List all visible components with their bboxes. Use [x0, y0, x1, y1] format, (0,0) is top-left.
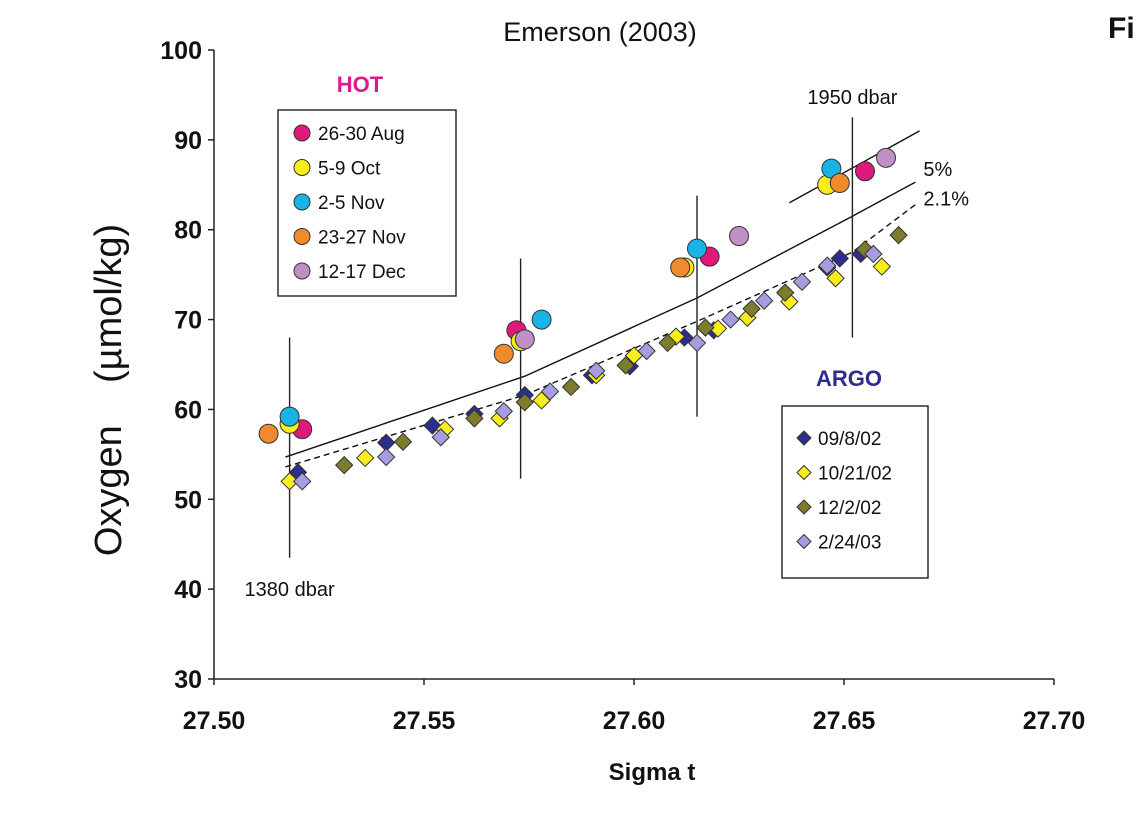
y-tick-label: 40: [174, 576, 202, 604]
fit-curve: [285, 204, 916, 468]
legend-argo-marker: [796, 533, 812, 550]
legend-hot-marker: [293, 124, 311, 142]
argo-points: [280, 225, 908, 491]
hot-point: [493, 343, 514, 364]
hot-point: [514, 329, 535, 350]
argo-point: [889, 225, 908, 245]
hot-point: [279, 406, 300, 427]
argo-point: [494, 402, 514, 421]
legend-hot-marker: [293, 193, 311, 211]
argo-point: [465, 409, 484, 428]
hot-point: [829, 172, 850, 193]
fit-curve: [789, 130, 920, 204]
chart-title: Emerson (2003): [503, 17, 697, 47]
argo-point: [687, 333, 707, 353]
argo-point: [792, 272, 812, 292]
ticks: 30 40 50 60 70 80 90 100 27.50 27.55 27.60 27.65 27.…: [160, 37, 1085, 735]
y-tick-label: 60: [174, 396, 202, 424]
y-tick-label: 30: [174, 666, 202, 694]
argo-point: [561, 377, 581, 397]
argo-point: [775, 283, 795, 302]
corner-text: Fi: [1108, 12, 1135, 45]
argo-point: [826, 269, 845, 288]
argo-point: [721, 310, 740, 329]
argo-point: [515, 393, 535, 412]
argo-point: [616, 356, 635, 375]
argo-point: [334, 455, 354, 475]
legend-hot: HOT 26-30 Aug 5-9 Oct 2-5 Nov 23-27 Nov 12-17…: [277, 72, 457, 297]
legend-argo-label: 09/8/02: [818, 429, 881, 450]
argo-point: [431, 428, 451, 447]
argo-point: [817, 256, 837, 275]
legend-argo-label: 2/24/03: [818, 533, 881, 554]
argo-point: [864, 244, 883, 264]
legend-hot-marker: [293, 262, 311, 280]
legend-argo-title: ARGO: [816, 366, 882, 391]
legend-hot-marker: [293, 228, 311, 245]
argo-point: [872, 257, 892, 276]
x-tick-label: 27.50: [183, 707, 246, 735]
y-axis-label: Oxygen (µmol/kg): [88, 224, 130, 556]
y-tick-label: 100: [160, 37, 202, 65]
hot-point: [729, 226, 749, 247]
hot-point: [670, 257, 691, 278]
hot-point: [855, 161, 875, 182]
hot-points: [258, 147, 896, 444]
argo-point: [754, 291, 774, 310]
y-tick-label: 90: [174, 127, 202, 155]
argo-point: [658, 333, 677, 353]
annotation: 1950 dbar: [807, 87, 897, 109]
legend-argo-label: 10/21/02: [818, 464, 892, 485]
argo-point: [292, 472, 312, 491]
y-tick-label: 50: [174, 486, 202, 514]
argo-point: [696, 318, 715, 337]
argo-point: [637, 341, 656, 361]
y-tick-label: 70: [174, 307, 202, 335]
legend-argo-marker: [796, 430, 812, 446]
argo-point: [280, 472, 299, 491]
x-axis-label: Sigma t: [609, 759, 696, 786]
annotation: 1380 dbar: [245, 579, 335, 601]
legend-hot-label: 23-27 Nov: [318, 228, 406, 249]
hot-point: [687, 238, 707, 259]
x-tick-label: 27.55: [393, 707, 456, 735]
argo-point: [393, 432, 413, 451]
legend-argo-label: 12/2/02: [818, 498, 881, 519]
legend-hot-label: 12-17 Dec: [318, 262, 406, 283]
legend-argo-marker: [796, 499, 812, 515]
x-tick-label: 27.60: [603, 707, 666, 735]
x-tick-label: 27.70: [1023, 707, 1086, 735]
argo-point: [830, 249, 850, 268]
argo-point: [355, 448, 375, 468]
legend-hot-label: 2-5 Nov: [318, 193, 385, 214]
legend-hot-marker: [293, 159, 311, 176]
x-tick-label: 27.65: [813, 707, 876, 735]
legend-argo-marker: [796, 464, 812, 481]
legend-hot-label: 26-30 Aug: [318, 124, 405, 145]
annotations: 1950 dbar 1380 dbar 5% 2.1%: [245, 87, 970, 601]
annotation: 5%: [923, 159, 952, 181]
annotation: 2.1%: [923, 188, 969, 210]
y-tick-label: 80: [174, 217, 202, 245]
hot-point: [876, 147, 896, 168]
legend-hot-label: 5-9 Oct: [318, 159, 381, 180]
argo-point: [586, 361, 606, 380]
legend-hot-title: HOT: [337, 72, 384, 97]
argo-point: [376, 447, 396, 467]
vertical-bars: [288, 117, 854, 558]
argo-point: [742, 299, 761, 318]
argo-point: [540, 382, 560, 401]
hot-point: [258, 423, 279, 444]
hot-point: [531, 309, 552, 330]
legend-argo: ARGO 09/8/02 10/21/02 12/2/02 2/24/03: [781, 366, 929, 579]
